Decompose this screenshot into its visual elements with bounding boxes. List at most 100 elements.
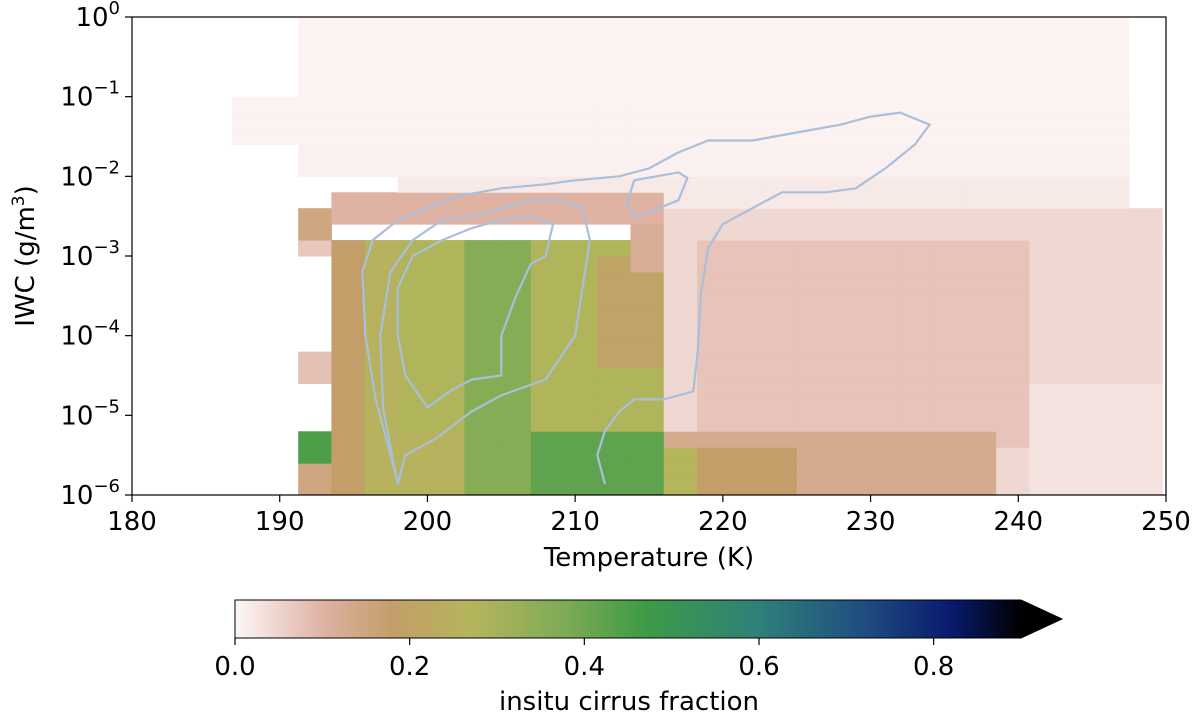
heatmap-cell [630,271,665,289]
heatmap-cell [730,17,764,34]
heatmap-cell [896,447,931,464]
heatmap-cell [1062,383,1097,400]
heatmap-cell [663,192,698,209]
heatmap-cell [597,48,632,66]
heatmap-cell [1095,64,1130,82]
heatmap-cell [829,271,864,289]
heatmap-cell [564,351,598,369]
heatmap-cell [564,112,598,130]
heatmap-cell [497,112,532,130]
heatmap-cell [829,160,864,177]
heatmap-cell [829,335,864,353]
heatmap-cell [564,208,598,225]
heatmap-cell [896,208,931,225]
heatmap-cell [929,160,964,177]
heatmap-cell [497,271,532,289]
heatmap-cell [996,399,1030,416]
heatmap-cell [298,240,332,257]
heatmap-cell [497,367,532,384]
heatmap-cell [397,335,432,353]
heatmap-cell [1029,431,1064,448]
heatmap-cell [464,192,499,209]
heatmap-cell [497,479,532,496]
heatmap-cell [896,319,931,337]
heatmap-cell [331,351,366,369]
heatmap-cell [929,144,964,161]
heatmap-cell [962,431,997,448]
heatmap-cell [364,192,399,209]
heatmap-cell [431,128,465,145]
heatmap-cell [298,96,332,114]
heatmap-cell [863,144,897,161]
y-tick-label: 10−3 [60,237,120,272]
heatmap-cell [298,351,332,369]
heatmap-cell [962,32,997,50]
heatmap-cell [497,160,532,177]
heatmap-cell [663,367,698,384]
heatmap-cell [863,208,897,225]
heatmap-cell [1029,144,1064,161]
heatmap-cell [464,160,499,177]
heatmap-cell [962,208,997,225]
heatmap-cell [530,447,565,464]
heatmap-cell [530,431,565,448]
heatmap-cell [597,256,632,273]
heatmap-cell [1062,128,1097,145]
heatmap-cell [397,479,432,496]
heatmap-cell [497,144,532,161]
heatmap-cell [630,192,665,209]
heatmap-cell [763,383,798,400]
y-tick-exponent: −5 [93,396,120,417]
heatmap-cell [763,96,798,114]
heatmap-cell [796,80,831,98]
heatmap-cell [663,383,698,400]
heatmap-cell [896,303,931,321]
heatmap-cell [397,48,432,66]
heatmap-cell [397,96,432,114]
heatmap-cell [530,335,565,353]
heatmap-cell [630,144,665,161]
heatmap-cell [397,128,432,145]
heatmap-cell [929,351,964,369]
heatmap-cell [896,192,931,209]
heatmap-cell [331,256,366,273]
heatmap-cell [829,240,864,257]
heatmap-cell [530,32,565,50]
heatmap-cell [796,160,831,177]
heatmap-cell [597,319,632,337]
heatmap-cell [1095,431,1130,448]
heatmap-cell [364,17,399,34]
heatmap-cell [397,303,432,321]
heatmap-cell [663,96,698,114]
contour-line [625,171,689,218]
heatmap-cell [630,367,665,384]
heatmap-cell [1095,319,1130,337]
y-axis-title-main: IWC (g/m [11,206,41,327]
heatmap-cell [896,240,931,257]
heatmap-cell [896,112,931,130]
heatmap-cell [697,96,731,114]
heatmap-cell [1062,303,1097,321]
heatmap-cell [597,303,632,321]
heatmap-cell [298,32,332,50]
heatmap-cell [1095,271,1130,289]
heatmap-cell [763,479,798,496]
heatmap-cell [896,351,931,369]
heatmap-cell [331,240,366,257]
heatmap-cell [1062,367,1097,384]
heatmap-cell [663,287,698,305]
heatmap-cell [962,303,997,321]
heatmap-cell [929,256,964,273]
colorbar-tick-label: 0.0 [214,652,255,682]
heatmap-cell [530,271,565,289]
heatmap-cell [331,160,366,177]
heatmap-cell [630,64,665,82]
heatmap-cell [730,383,764,400]
heatmap-cell [863,128,897,145]
heatmap-cell [564,160,598,177]
heatmap-cell [1062,112,1097,130]
heatmap-cell [896,17,931,34]
heatmap-cell [796,240,831,257]
heatmap-cell [796,271,831,289]
heatmap-cell [829,319,864,337]
